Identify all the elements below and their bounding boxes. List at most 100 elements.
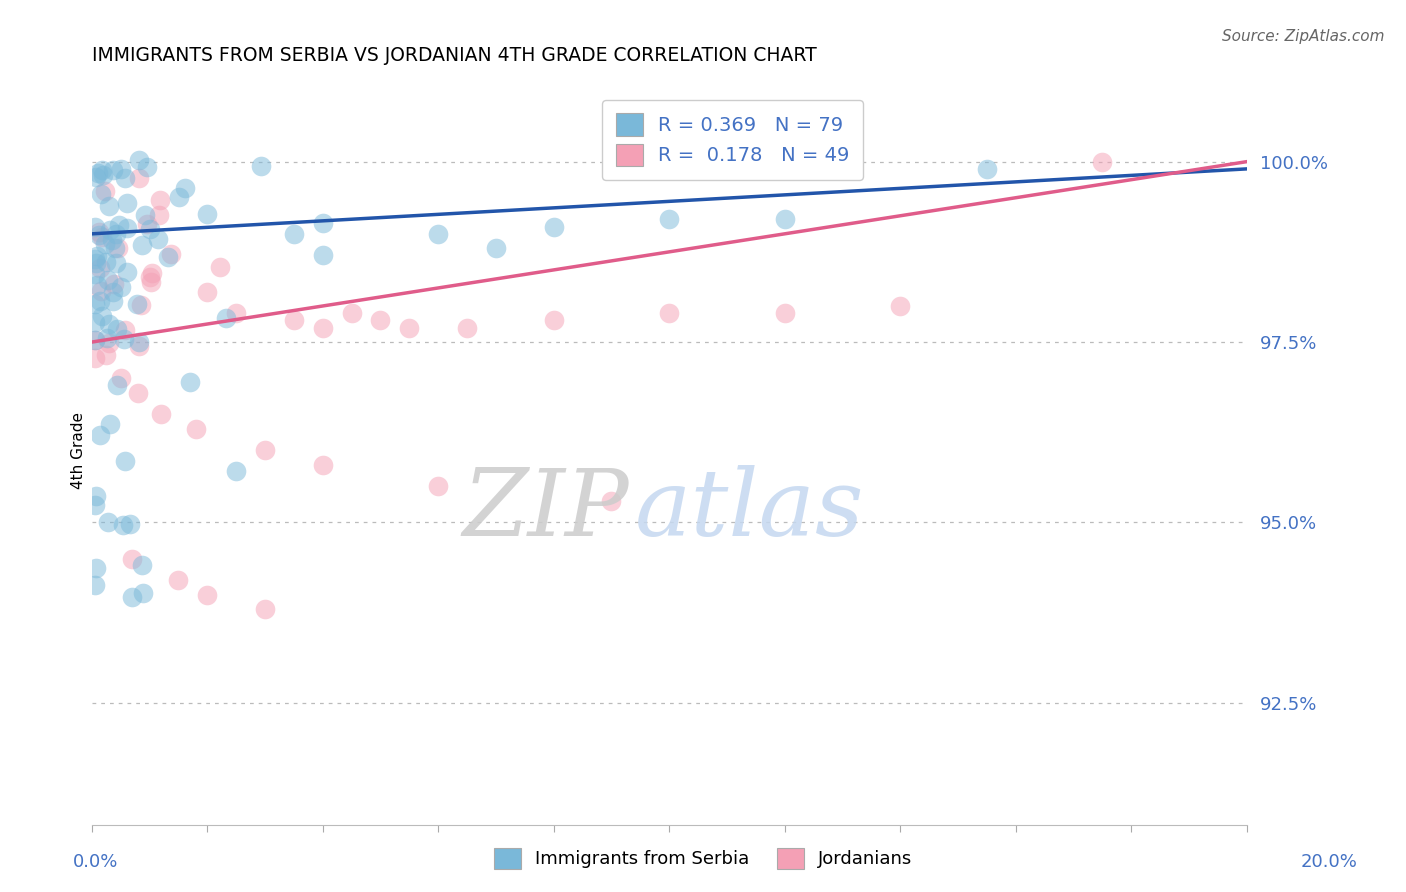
Point <box>101 162 124 177</box>
Text: Source: ZipAtlas.com: Source: ZipAtlas.com <box>1222 29 1385 44</box>
Point <box>398 320 420 334</box>
Point <box>86 489 108 503</box>
Point <box>543 313 565 327</box>
Point <box>89 293 111 308</box>
Point <box>658 306 681 320</box>
Point <box>97 317 120 331</box>
Point <box>105 378 128 392</box>
Point <box>131 558 153 572</box>
Point <box>83 219 105 234</box>
Point <box>83 315 105 329</box>
Point <box>129 298 152 312</box>
Point <box>312 248 335 262</box>
Point <box>103 293 125 308</box>
Y-axis label: 4th Grade: 4th Grade <box>72 412 86 489</box>
Point <box>370 313 392 327</box>
Point <box>83 333 105 347</box>
Point <box>90 186 112 201</box>
Point <box>83 499 105 513</box>
Point <box>125 297 148 311</box>
Point <box>90 229 112 244</box>
Point <box>117 195 139 210</box>
Point <box>94 348 117 362</box>
Point <box>215 311 238 326</box>
Legend: R = 0.369   N = 79, R =  0.178   N = 49: R = 0.369 N = 79, R = 0.178 N = 49 <box>602 100 863 180</box>
Point <box>97 335 120 350</box>
Point <box>195 588 218 602</box>
Point <box>131 238 153 252</box>
Point <box>121 591 143 605</box>
Point <box>253 443 276 458</box>
Text: ZIP: ZIP <box>463 466 628 556</box>
Point <box>83 297 105 311</box>
Point <box>84 561 107 575</box>
Point <box>104 256 127 270</box>
Point <box>128 153 150 167</box>
Legend: Immigrants from Serbia, Jordanians: Immigrants from Serbia, Jordanians <box>486 840 920 876</box>
Point <box>195 285 218 299</box>
Point <box>90 309 112 323</box>
Point <box>100 233 122 247</box>
Point <box>114 170 136 185</box>
Point <box>98 417 121 431</box>
Point <box>160 247 183 261</box>
Point <box>112 332 135 346</box>
Point <box>136 217 159 231</box>
Point <box>114 323 136 337</box>
Point <box>111 518 134 533</box>
Point <box>167 190 190 204</box>
Point <box>98 222 121 236</box>
Point <box>139 275 162 289</box>
Point <box>83 333 105 347</box>
Point <box>105 321 128 335</box>
Point <box>104 227 127 242</box>
Point <box>128 171 150 186</box>
Point <box>86 249 108 263</box>
Point <box>121 551 143 566</box>
Point <box>150 407 173 421</box>
Point <box>195 207 218 221</box>
Point <box>114 454 136 468</box>
Point <box>128 339 150 353</box>
Point <box>91 162 114 177</box>
Point <box>146 232 169 246</box>
Point <box>156 250 179 264</box>
Point <box>97 273 120 287</box>
Point <box>312 216 335 230</box>
Point <box>110 162 132 177</box>
Point <box>312 458 335 472</box>
Point <box>84 169 107 184</box>
Point <box>173 180 195 194</box>
Point <box>118 516 141 531</box>
Point <box>427 479 450 493</box>
Point <box>84 256 107 270</box>
Point <box>134 208 156 222</box>
Point <box>184 422 207 436</box>
Point <box>104 242 127 256</box>
Point <box>127 385 149 400</box>
Point <box>543 219 565 234</box>
Point <box>83 267 105 281</box>
Point <box>135 160 157 174</box>
Point <box>96 330 118 344</box>
Point <box>83 351 105 366</box>
Point <box>110 279 132 293</box>
Point <box>773 212 796 227</box>
Point <box>117 221 139 235</box>
Point <box>225 465 247 479</box>
Point <box>101 285 124 299</box>
Point <box>139 222 162 236</box>
Text: IMMIGRANTS FROM SERBIA VS JORDANIAN 4TH GRADE CORRELATION CHART: IMMIGRANTS FROM SERBIA VS JORDANIAN 4TH … <box>91 46 817 65</box>
Point <box>253 602 276 616</box>
Point <box>86 278 108 293</box>
Point <box>250 160 273 174</box>
Point <box>132 586 155 600</box>
Point <box>225 306 247 320</box>
Point <box>658 212 681 227</box>
Point <box>456 320 478 334</box>
Point <box>208 260 231 274</box>
Point <box>94 255 117 269</box>
Point <box>96 515 118 529</box>
Point <box>93 184 115 198</box>
Point <box>115 265 138 279</box>
